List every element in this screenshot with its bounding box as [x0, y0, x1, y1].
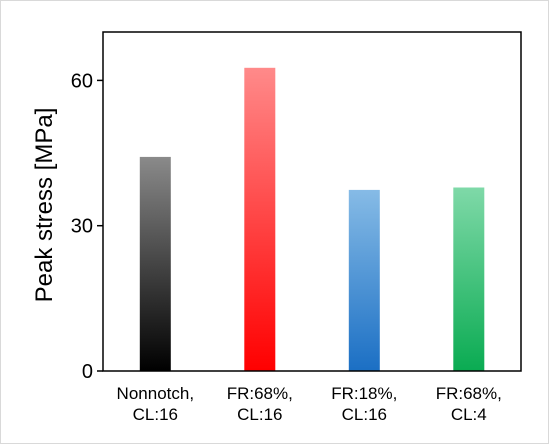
- bar-1: [139, 156, 171, 371]
- plot-frame: [102, 31, 522, 372]
- bars-group: [139, 67, 485, 372]
- x-tick-label-4: FR:68%, CL:4: [436, 384, 502, 424]
- bar-3: [348, 189, 380, 371]
- x-tick-label-1: Nonnotch, CL:16: [117, 384, 195, 424]
- x-tick-label-2: FR:68%, CL:16: [227, 384, 293, 424]
- bar-4: [453, 187, 485, 371]
- y-ticks-group: 0 30 60: [71, 70, 103, 383]
- x-tick-label-3: FR:18%, CL:16: [331, 384, 397, 424]
- x-labels-group: Nonnotch, CL:16 FR:68%, CL:16 FR:18%, CL:16 FR…: [117, 384, 502, 424]
- y-tick-label-3: 60: [71, 70, 93, 92]
- y-tick-label-2: 30: [71, 216, 93, 238]
- y-tick-label-1: 0: [82, 361, 93, 383]
- y-axis-title: Peak stress [MPa]: [31, 108, 58, 303]
- bar-2: [244, 67, 276, 372]
